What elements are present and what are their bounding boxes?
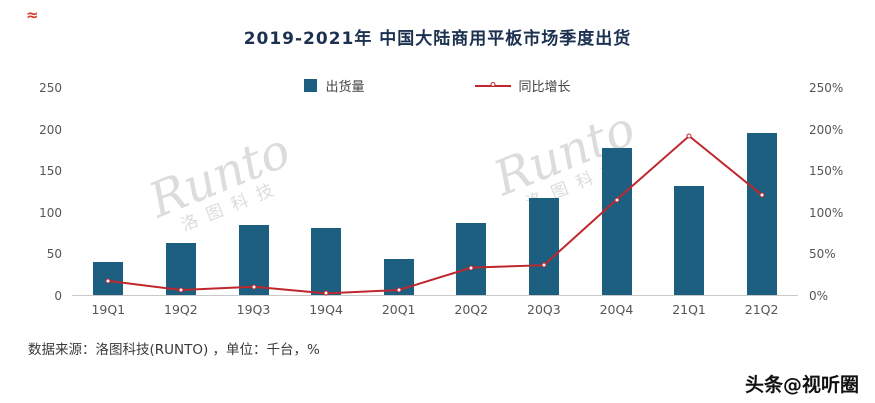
x-label-19Q2: 19Q2 [164,302,198,317]
line-marker-19Q4 [323,290,329,296]
right-tick-250%: 250% [809,81,844,95]
bar-20Q2 [456,222,487,295]
left-tick-50: 50 [46,247,62,262]
line-marker-21Q2 [759,192,765,198]
legend-item-growth: 同比增长 [474,76,571,95]
right-axis: 0% 50% 100% 150% 200% 250% [803,81,875,303]
line-marker-20Q3 [541,262,547,268]
left-tick-0: 0 [54,289,62,303]
line-marker-19Q2 [178,287,184,293]
line-marker-20Q2 [468,265,474,271]
x-label-20Q2: 20Q2 [454,302,489,317]
x-label-21Q1: 21Q1 [672,302,706,317]
right-tick-100%: 100% [809,205,844,220]
x-axis-labels: 19Q1 19Q2 19Q3 19Q4 20Q1 20Q2 20Q3 20Q4 21Q1 21Q2 [72,302,798,317]
source-note: 数据来源：洛图科技(RUNTO) ，单位：千台，% [28,342,320,358]
left-tick-250: 250 [39,81,62,95]
bar-20Q4 [601,148,632,295]
line-marker-19Q3 [251,284,256,290]
x-label-21Q2: 21Q2 [744,302,779,317]
right-tick-0%: 0% [809,289,829,303]
line-marker-19Q1 [105,278,111,284]
left-tick-100: 100 [39,205,62,220]
bar-swatch-icon [304,79,318,92]
plot-area [72,88,798,296]
line-marker-20Q4 [614,197,619,203]
right-tick-150%: 150% [809,164,844,179]
x-label-19Q1: 19Q1 [91,302,126,317]
right-tick-50%: 50% [809,247,836,262]
legend-growth-label: 同比增长 [518,80,571,95]
legend: 出货量 同比增长 [0,76,875,95]
growth-line [72,88,798,295]
bar-21Q2 [746,132,777,295]
legend-item-shipments: 出货量 [304,76,365,95]
bar-20Q3 [528,198,559,295]
line-marker-21Q1 [686,133,692,139]
bar-19Q2 [165,242,196,295]
bar-19Q4 [311,227,342,295]
x-label-20Q3: 20Q3 [527,302,561,317]
right-tick-200%: 200% [809,122,844,137]
legend-shipments-label: 出货量 [325,80,365,95]
watermark-badge: 头条@视听圈 [744,374,859,396]
x-label-19Q3: 19Q3 [236,302,271,317]
left-tick-200: 200 [39,122,62,137]
line-marker-20Q1 [396,287,402,293]
left-axis: 0 50 100 150 200 250 [0,81,62,303]
x-label-20Q4: 20Q4 [599,302,634,317]
left-tick-150: 150 [39,164,62,179]
chart-title: 2019-2021年 中国大陆商用平板市场季度出货 [243,29,632,49]
line-swatch-icon [474,82,511,87]
bar-21Q1 [674,185,705,295]
bar-19Q3 [238,224,269,295]
x-label-20Q1: 20Q1 [381,302,416,317]
logo-mark-icon: ≈ [26,6,39,24]
x-label-19Q4: 19Q4 [309,302,343,317]
